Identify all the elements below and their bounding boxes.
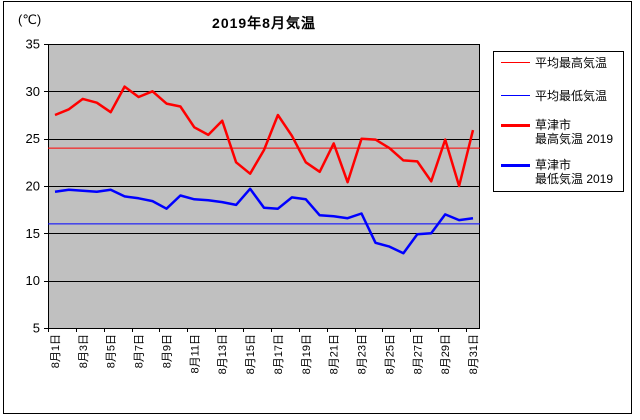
legend-line-sample xyxy=(501,164,530,167)
legend-item: 草津市 最高気温 2019 xyxy=(501,118,613,146)
legend-line-sample xyxy=(501,95,530,96)
x-axis-tick-label: 8月21日 xyxy=(329,334,341,374)
chart-outer-border xyxy=(3,1,632,414)
x-axis-tick-label: 8月13日 xyxy=(217,334,229,374)
x-axis-tick-label: 8月5日 xyxy=(106,334,118,368)
legend-item: 平均最低気温 xyxy=(501,89,607,103)
x-axis-tick-label: 8月19日 xyxy=(301,334,313,374)
x-axis-tick-label: 8月27日 xyxy=(412,334,424,374)
legend-item-label: 平均最高気温 xyxy=(535,56,608,70)
series-line xyxy=(54,85,475,188)
y-axis-tick-label: 30 xyxy=(26,84,40,99)
legend-line-sample xyxy=(501,62,530,63)
y-axis-unit-label: (℃) xyxy=(18,12,42,27)
x-axis-tick-label: 8月29日 xyxy=(440,334,452,374)
legend-item-label: 平均最低気温 xyxy=(535,89,608,103)
legend-item-label: 草津市 最低気温 2019 xyxy=(535,158,614,186)
x-axis-tick-label: 8月7日 xyxy=(134,334,146,368)
legend-item: 平均最高気温 xyxy=(501,56,607,70)
legend-line-sample xyxy=(501,124,530,127)
legend-item: 草津市 最低気温 2019 xyxy=(501,158,613,186)
chart-title: 2019年8月気温 xyxy=(212,15,316,31)
y-axis-tick-label: 15 xyxy=(26,226,40,241)
x-axis-tick-label: 8月23日 xyxy=(357,334,369,374)
y-axis-tick-label: 10 xyxy=(26,273,40,288)
y-axis-tick-label: 20 xyxy=(26,179,40,194)
y-axis-tick-label: 5 xyxy=(33,321,40,336)
x-axis-tick-label: 8月3日 xyxy=(78,334,90,368)
x-axis-tick-label: 8月9日 xyxy=(162,334,174,368)
y-axis-tick-label: 25 xyxy=(26,131,40,146)
x-axis-tick-label: 8月11日 xyxy=(189,334,201,374)
x-axis-tick-label: 8月15日 xyxy=(245,334,257,374)
x-axis-tick-label: 8月17日 xyxy=(273,334,285,374)
series-line xyxy=(54,187,474,255)
legend: 平均最高気温 平均最低気温草津市 最高気温 2019 草津市 最低気温 2019 xyxy=(493,51,624,192)
x-axis-tick-label: 8月25日 xyxy=(384,334,396,374)
x-axis-tick-label: 8月1日 xyxy=(50,334,62,368)
legend-item-label: 草津市 最高気温 2019 xyxy=(535,118,614,146)
y-axis-tick-label: 35 xyxy=(26,37,40,52)
x-axis-tick-label: 8月31日 xyxy=(468,334,480,374)
